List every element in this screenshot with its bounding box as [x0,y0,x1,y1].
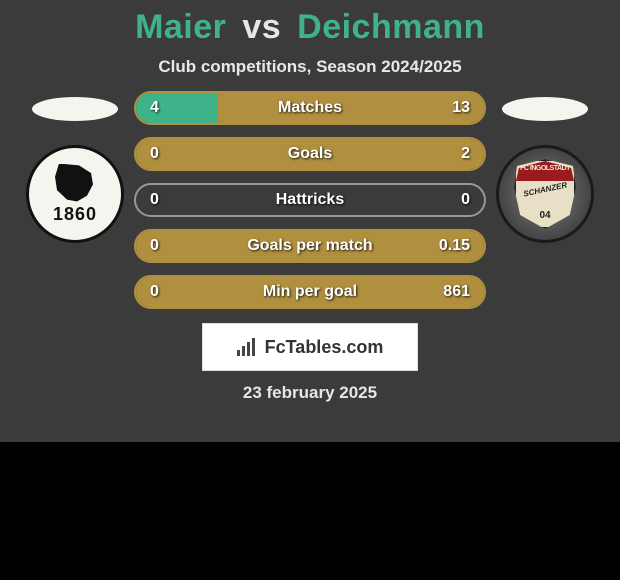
brand-text: FcTables.com [265,337,384,358]
club-logo-right: FC INGOLSTADT SCHANZER 04 [496,145,594,243]
shield-icon: FC INGOLSTADT SCHANZER 04 [514,159,576,229]
stat-value-left: 0 [136,191,196,209]
comparison-body: 1860 4Matches130Goals20Hattricks00Goals … [0,91,620,309]
page-title: Maier vs Deichmann [0,0,620,51]
title-player-right: Deichmann [297,8,485,46]
date-label: 23 february 2025 [0,383,620,403]
stat-label: Min per goal [196,283,424,301]
stat-value-right: 861 [424,283,484,301]
stat-row: 0Goals per match0.15 [134,229,486,263]
club-year-left: 1860 [53,204,97,225]
comparison-panel: Maier vs Deichmann Club competitions, Se… [0,0,620,442]
stat-label: Goals [196,145,424,163]
stat-value-right: 13 [424,99,484,117]
stat-value-right: 2 [424,145,484,163]
stat-label: Goals per match [196,237,424,255]
subtitle: Club competitions, Season 2024/2025 [0,57,620,77]
shield-mid-text: SCHANZER [522,180,567,198]
club-logo-left: 1860 [26,145,124,243]
below-panel [0,442,620,580]
stat-row: 0Hattricks0 [134,183,486,217]
shield-num: 04 [539,210,550,221]
shield-top-text: FC INGOLSTADT [516,165,574,172]
bar-chart-icon [237,338,259,356]
title-vs: vs [242,8,281,46]
right-side: FC INGOLSTADT SCHANZER 04 [490,91,600,243]
stat-value-right: 0.15 [424,237,484,255]
left-side: 1860 [20,91,130,243]
stat-label: Hattricks [196,191,424,209]
lion-icon [55,164,95,202]
stats-column: 4Matches130Goals20Hattricks00Goals per m… [130,91,490,309]
stat-value-right: 0 [424,191,484,209]
stat-value-left: 0 [136,283,196,301]
stat-label: Matches [196,99,424,117]
stat-row: 0Min per goal861 [134,275,486,309]
brand-box[interactable]: FcTables.com [202,323,418,371]
title-player-left: Maier [135,8,226,46]
stat-value-left: 4 [136,99,196,117]
flag-right [502,97,588,121]
stat-value-left: 0 [136,237,196,255]
stat-value-left: 0 [136,145,196,163]
flag-left [32,97,118,121]
stat-row: 4Matches13 [134,91,486,125]
stat-row: 0Goals2 [134,137,486,171]
